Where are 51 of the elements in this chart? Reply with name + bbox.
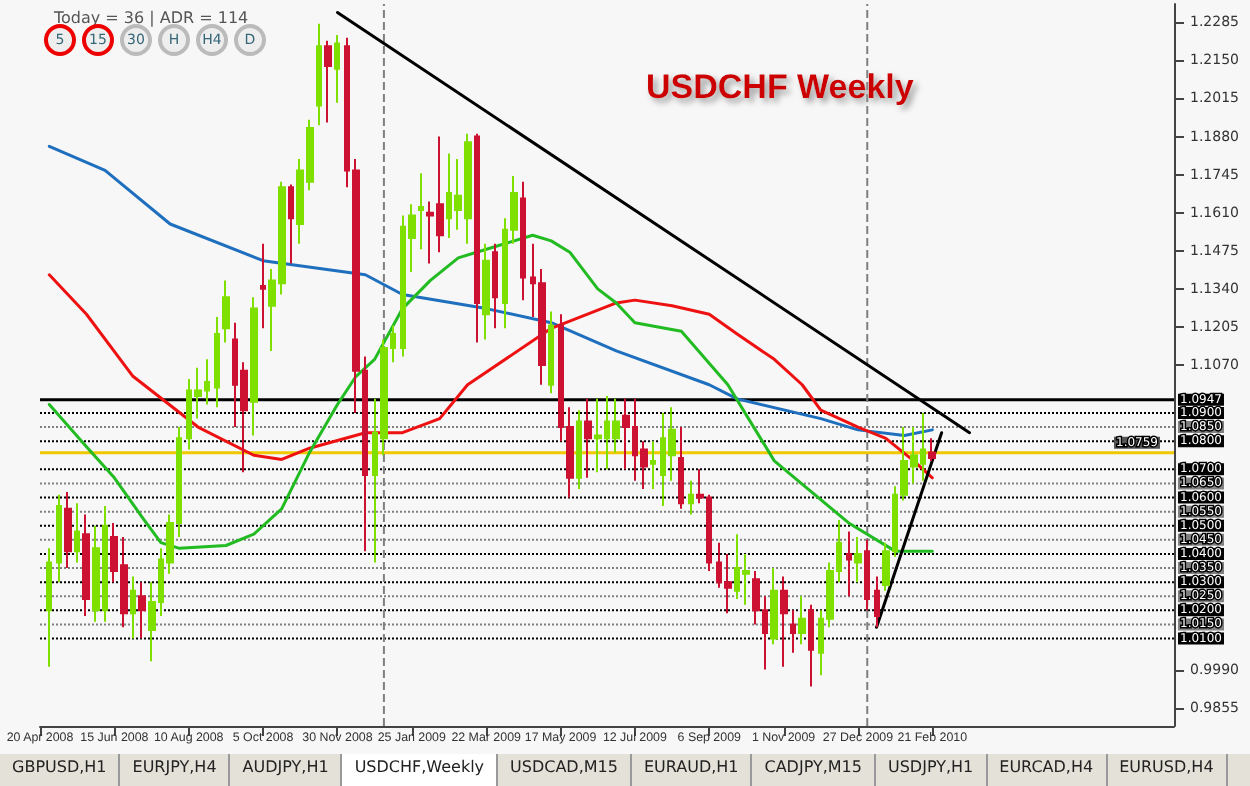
candlestick <box>324 39 332 124</box>
tab: EURAUD,H1 <box>631 754 753 786</box>
candlestick <box>260 242 266 330</box>
candlestick <box>74 502 80 564</box>
chart-subtitle: Today = 36 | ADR = 114 <box>52 9 249 27</box>
candlestick <box>874 575 880 629</box>
candlestick <box>214 316 220 409</box>
candlestick <box>482 242 490 341</box>
tab: EURJPY,H4 <box>120 754 231 786</box>
line-series <box>47 233 934 553</box>
candlestick <box>584 397 592 479</box>
line-series <box>47 144 934 438</box>
candlestick <box>928 437 936 462</box>
candlestick <box>138 581 146 640</box>
tab: EURUSD,H4 <box>1107 754 1228 786</box>
line-series <box>47 273 934 480</box>
candlestick <box>780 575 788 668</box>
candlestick <box>770 567 778 646</box>
candlestick <box>548 310 554 395</box>
tab: USDJPY,H1 <box>876 754 988 786</box>
tab: CADJPY,M15 <box>752 754 876 786</box>
tab: GBPUSD,H1 <box>0 754 121 786</box>
candlestick <box>798 595 806 646</box>
candlestick <box>56 493 62 584</box>
candlestick <box>46 547 52 668</box>
tab: USDCAD,M15 <box>498 754 632 786</box>
tab: EURCAD,H4 <box>987 754 1108 786</box>
candlestick <box>82 513 90 618</box>
candlestick <box>250 296 258 437</box>
candlestick <box>594 397 602 474</box>
candlestick <box>492 242 498 330</box>
candlestick <box>520 180 526 302</box>
candlestick <box>576 409 582 491</box>
candlestick <box>288 183 294 265</box>
tab: USDCHF,Weekly <box>342 754 499 786</box>
candlestick <box>790 609 796 654</box>
candlestick <box>854 536 862 584</box>
candlestick <box>130 575 136 640</box>
candlestick <box>474 132 480 344</box>
candlestick <box>864 538 870 612</box>
candlestick <box>650 440 656 491</box>
text: USDCHF Weekly <box>646 68 915 106</box>
candlestick <box>334 34 340 104</box>
candlestick <box>222 279 230 344</box>
candlestick <box>64 490 72 570</box>
candlestick <box>846 530 852 598</box>
candlestick <box>316 22 322 127</box>
candlestick <box>808 603 814 688</box>
candlestick <box>688 479 694 516</box>
candlestick <box>678 426 684 510</box>
candlestick <box>418 172 424 251</box>
